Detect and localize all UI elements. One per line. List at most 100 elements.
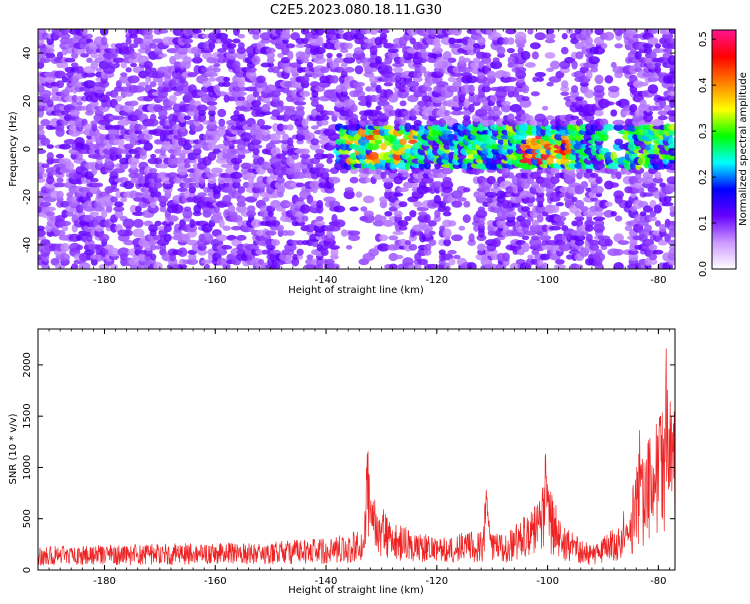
- spectrogram-cell: [323, 233, 336, 242]
- spectrogram-cell: [328, 176, 341, 184]
- spectrogram-cell: [649, 210, 657, 217]
- spectrogram-cell: [38, 124, 45, 130]
- spectrogram-cell: [573, 234, 586, 242]
- spectrogram-cell: [627, 249, 639, 255]
- spectrogram-cell: [177, 187, 188, 193]
- spectrogram-cell: [610, 109, 618, 117]
- spectrogram-cell: [668, 187, 675, 192]
- spectrogram-cell: [604, 238, 613, 247]
- spectrogram-cell: [527, 29, 534, 35]
- spectrogram-cell: [309, 81, 320, 88]
- spectrogram-cell: [63, 138, 76, 145]
- spectrogram-cell: [231, 177, 242, 183]
- spectrogram-cell: [336, 53, 343, 58]
- spectrogram-cell: [221, 245, 233, 250]
- spectrogram-cell: [193, 100, 202, 107]
- spectrogram-cell: [504, 85, 517, 93]
- spectrogram-cell: [154, 245, 162, 250]
- spectrogram-cell: [340, 48, 349, 54]
- spectrogram-cell: [272, 123, 280, 132]
- spectrogram-cell: [143, 29, 153, 36]
- spectrogram-cell: [507, 172, 515, 179]
- spectrogram-cell: [133, 218, 144, 228]
- spectrogram-cell: [237, 113, 245, 122]
- spectrogram-cell: [542, 105, 549, 111]
- spectrogram-cell: [183, 206, 192, 212]
- snr-x-ticks: -180 -160 -140 -120 -100 -80: [37, 329, 670, 587]
- spectrogram-cell: [132, 85, 145, 93]
- spectrogram-cell: [330, 247, 339, 257]
- spectrogram-cell: [667, 55, 675, 65]
- spectrogram-cell: [217, 125, 227, 130]
- spectrogram-cell: [277, 224, 285, 232]
- spectrogram-cell: [149, 113, 157, 122]
- spectrogram-cell: [75, 204, 84, 214]
- spectrogram-cell: [275, 153, 286, 159]
- spectrogram-cell: [348, 234, 361, 242]
- spectrogram-cell: [408, 244, 418, 251]
- spectrogram-cell: [113, 206, 125, 212]
- spectrogram-cell: [324, 258, 335, 265]
- spectrogram-cell: [384, 161, 392, 171]
- spectrogram-cell: [295, 43, 306, 48]
- spectrogram-cell: [208, 109, 216, 117]
- spectrogram-cell: [490, 109, 503, 117]
- spectrogram-cell: [482, 81, 491, 87]
- spectrogram-cell: [388, 167, 398, 174]
- spectrogram-cell: [408, 139, 418, 144]
- spectrogram-cell: [65, 72, 75, 78]
- spectrogram-cell: [146, 172, 160, 179]
- spectrogram-cell: [222, 81, 231, 88]
- spectrogram-cell: [71, 100, 79, 107]
- spectrogram-cell: [548, 225, 562, 231]
- spectrogram-cell: [554, 259, 565, 265]
- spectrogram-cell: [521, 96, 530, 102]
- spectrogram-cell: [157, 29, 169, 34]
- spectrogram-cell: [306, 162, 314, 170]
- spectrogram-cell: [643, 47, 653, 55]
- spectrogram-cell: [139, 124, 148, 130]
- spectrogram-cell: [101, 209, 108, 219]
- spectrogram-cell: [168, 95, 177, 103]
- spectrogram-cell: [667, 42, 675, 50]
- spectrogram-cell: [207, 119, 217, 127]
- spectrogram-cell: [207, 77, 217, 82]
- spectrogram-cell: [417, 258, 429, 266]
- spectrogram-cell: [168, 79, 178, 89]
- spectrogram-cell: [404, 122, 412, 133]
- spectrogram-cell: [212, 67, 221, 73]
- spectrogram-cell: [368, 152, 380, 161]
- spectrogram-cell: [186, 258, 199, 265]
- spectrogram-cell: [579, 81, 589, 87]
- spectrogram-cell: [512, 185, 519, 194]
- spectrogram-cell: [152, 51, 165, 60]
- spectrogram-cell: [428, 29, 437, 37]
- spectrogram-cell: [123, 143, 134, 150]
- spectrogram-cell: [228, 144, 235, 150]
- x-tick-label: -180: [93, 576, 116, 587]
- spectrogram-cell: [270, 249, 281, 255]
- spectrogram-cell: [354, 65, 364, 75]
- spectrogram-cell: [584, 52, 594, 58]
- spectrogram-cell: [492, 57, 500, 64]
- spectrogram-cell: [202, 80, 212, 88]
- colorbar-tick-label: 0.1: [698, 215, 709, 231]
- spectrogram-cell: [147, 204, 159, 214]
- y-tick-label: 1000: [22, 455, 33, 480]
- spectrogram-cell: [595, 176, 603, 185]
- spectrogram-cell: [468, 233, 475, 243]
- spectrogram-cell: [320, 119, 329, 126]
- spectrogram-cell: [514, 31, 527, 41]
- spectrogram-cell: [654, 171, 662, 180]
- spectrogram-cell: [555, 220, 565, 227]
- spectrogram-cell: [647, 29, 658, 35]
- spectrogram-cell: [581, 46, 588, 55]
- spectrogram-cell: [161, 142, 175, 152]
- spectrogram-cell: [580, 181, 589, 189]
- spectrogram-cell: [128, 100, 139, 107]
- spectrogram-cell: [667, 123, 675, 131]
- spectrogram-cell: [462, 118, 472, 127]
- spectrogram-cell: [299, 90, 311, 97]
- spectrogram-cell: [534, 32, 546, 41]
- spectrogram-cell: [494, 216, 508, 221]
